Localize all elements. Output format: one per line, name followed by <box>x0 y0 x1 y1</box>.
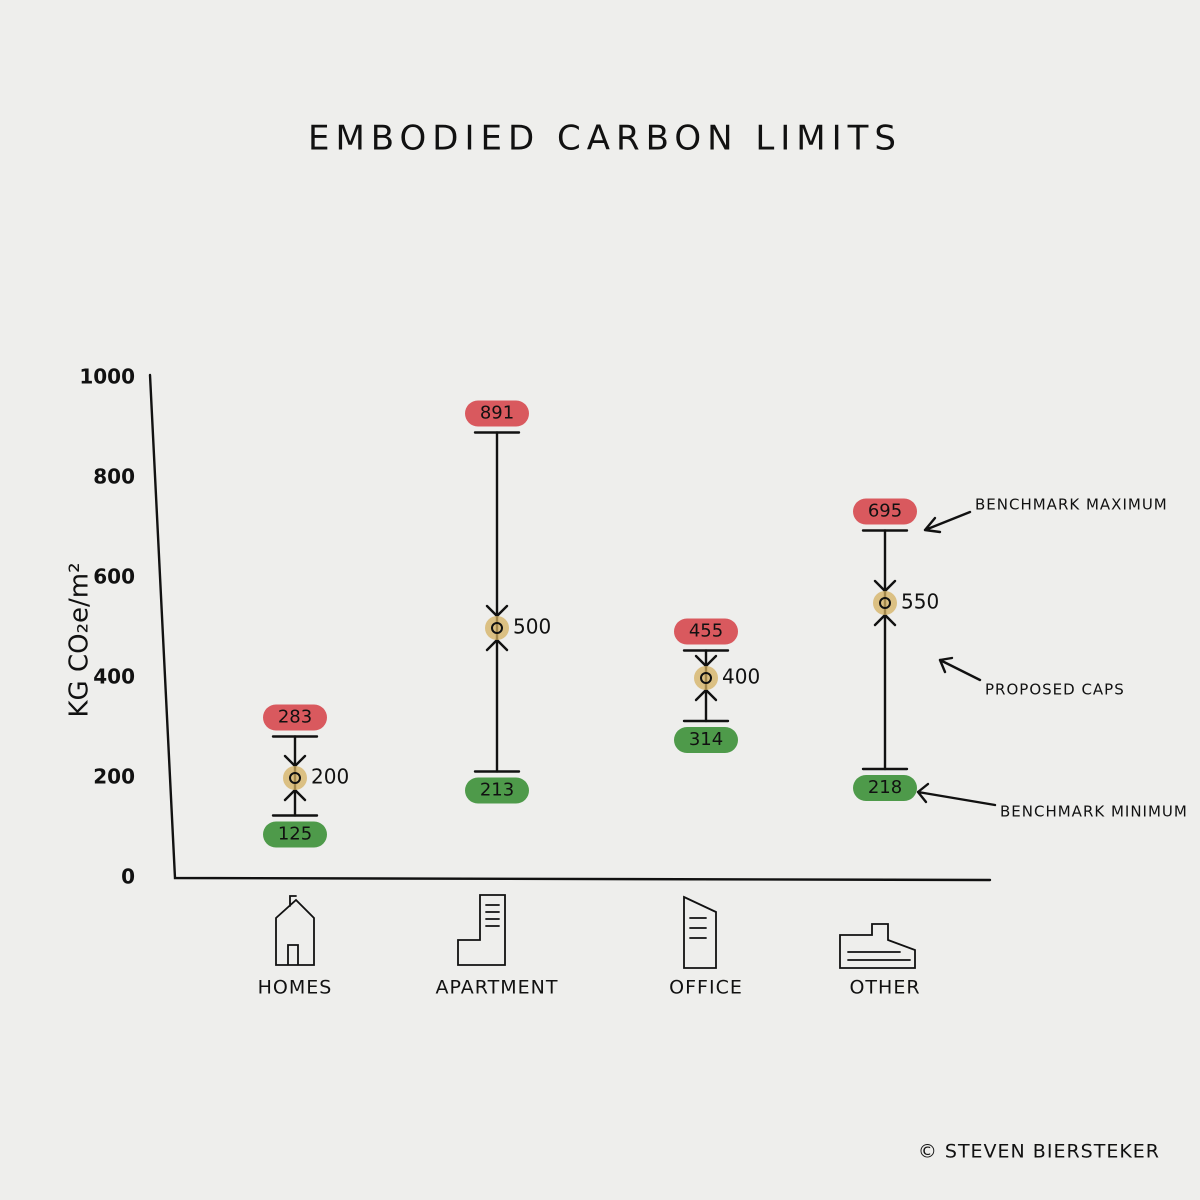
cap-dot <box>879 597 891 609</box>
max-pill <box>263 704 327 731</box>
category-icons <box>275 894 916 969</box>
cap-marker <box>283 766 307 790</box>
credit: © STEVEN BIERSTEKER <box>918 1141 1160 1163</box>
max-label: 283 <box>278 707 312 728</box>
annotation-arrow <box>916 782 997 807</box>
min-pill <box>674 727 738 753</box>
cap-dot <box>700 672 712 684</box>
min-label: 125 <box>278 824 312 845</box>
annotation: BENCHMARK MAXIMUM <box>975 496 1168 514</box>
cap-dot <box>289 772 301 784</box>
min-pill <box>263 821 327 848</box>
axes <box>148 373 992 882</box>
y-tick-label: 400 <box>93 665 135 689</box>
min-label: 314 <box>689 729 723 750</box>
max-pill <box>853 498 917 525</box>
cap-label: 200 <box>311 765 349 789</box>
cap-label: 400 <box>722 665 760 689</box>
cap-dot <box>491 622 503 634</box>
annotation: BENCHMARK MINIMUM <box>1000 803 1188 821</box>
y-tick-label: 800 <box>93 465 135 489</box>
min-pill <box>853 775 917 801</box>
cap-label: 500 <box>513 615 551 639</box>
min-pill <box>465 777 529 804</box>
y-tick-label: 1000 <box>79 365 135 389</box>
y-tick-label: 0 <box>121 865 135 889</box>
y-tick-label: 600 <box>93 565 135 589</box>
cap-marker <box>873 591 897 615</box>
x-tick-label: OTHER <box>849 977 920 999</box>
x-tick-label: OFFICE <box>669 977 743 999</box>
annotation-arrow <box>938 656 982 682</box>
x-tick-label: HOMES <box>258 977 333 999</box>
min-label: 218 <box>868 777 902 798</box>
cap-label: 550 <box>901 590 939 614</box>
annotation-arrow <box>923 510 972 534</box>
annotations: BENCHMARK MAXIMUM PROPOSED CAPS BENCHMAR… <box>916 496 1188 821</box>
chart-title: EMBODIED CARBON LIMITS <box>308 119 902 159</box>
x-tick-label: APARTMENT <box>436 977 559 999</box>
max-label: 695 <box>868 501 902 522</box>
max-label: 891 <box>480 403 514 424</box>
y-axis-label: KG CO₂e/m² <box>65 562 95 717</box>
min-label: 213 <box>480 780 514 801</box>
max-label: 455 <box>689 621 723 642</box>
y-tick-label: 200 <box>93 765 135 789</box>
annotation: PROPOSED CAPS <box>985 681 1125 699</box>
max-pill <box>674 618 738 645</box>
cap-marker <box>485 616 509 640</box>
max-pill <box>465 400 529 427</box>
cap-marker <box>694 666 718 690</box>
